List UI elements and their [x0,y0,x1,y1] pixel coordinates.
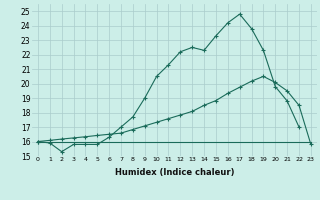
X-axis label: Humidex (Indice chaleur): Humidex (Indice chaleur) [115,168,234,177]
